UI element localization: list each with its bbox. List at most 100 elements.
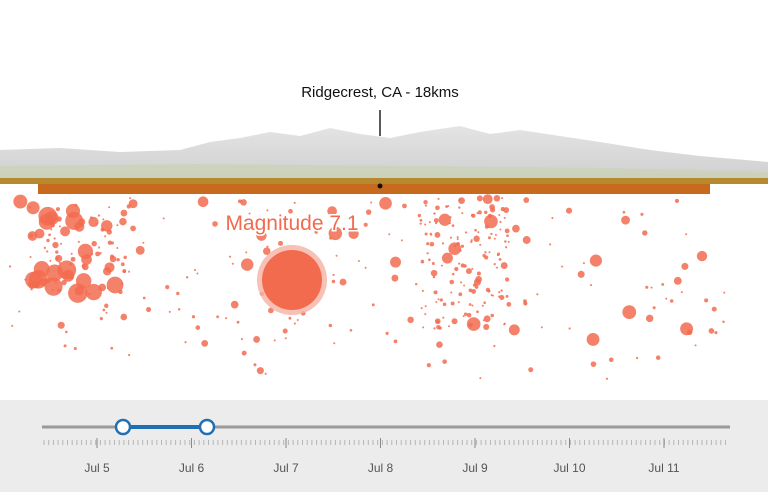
earthquake-dot (454, 266, 459, 272)
earthquake-dot (126, 204, 131, 209)
earthquake-dot (686, 329, 693, 336)
earthquake-dot (120, 209, 128, 217)
earthquake-dot (474, 285, 479, 289)
timeline-label: Jul 9 (462, 461, 488, 475)
ground-layer (0, 178, 768, 184)
earthquake-dot (424, 313, 427, 316)
earthquake-dot (442, 316, 445, 319)
earthquake-dot (453, 244, 457, 248)
earthquake-dot (241, 350, 247, 356)
earthquake-dot (723, 291, 726, 294)
earthquake-dot (104, 303, 109, 308)
earthquake-dot (681, 262, 689, 270)
earthquake-dot (482, 253, 486, 258)
earthquake-dot (97, 214, 101, 217)
earthquake-dot (328, 323, 333, 328)
earthquake-dot (482, 194, 493, 205)
earthquake-dot (230, 300, 239, 309)
earthquake-dot (436, 325, 441, 330)
earthquake-dot (479, 377, 482, 380)
earthquake-dot (65, 330, 68, 334)
earthquake-dot (191, 315, 196, 319)
earthquake-dot (436, 341, 443, 348)
earthquake-dot (468, 288, 473, 293)
earthquake-dot (95, 222, 98, 225)
earthquake-dot (440, 264, 443, 267)
earthquake-dot (293, 201, 296, 204)
earthquake-dot (102, 308, 106, 312)
earthquake-dot (499, 294, 505, 300)
earthquake-dot (470, 213, 474, 217)
earthquake-dot (256, 367, 264, 375)
earthquake-dot (46, 264, 64, 282)
earthquake-dot (522, 236, 531, 244)
earthquake-dot (429, 233, 433, 236)
earthquake-dot (77, 240, 80, 243)
earthquake-dot (586, 333, 600, 346)
earthquake-dot (388, 233, 391, 236)
earthquake-dot (458, 262, 461, 265)
earthquake-dot (540, 326, 543, 329)
earthquake-dot (475, 276, 483, 283)
earthquake-dot (650, 286, 653, 289)
earthquake-dot (441, 242, 445, 245)
earthquake-dot (484, 214, 498, 229)
earthquake-dot (56, 216, 62, 222)
earthquake-dot (422, 326, 425, 329)
earthquake-dot (435, 205, 440, 211)
earthquake-dot (490, 313, 494, 318)
earthquake-dot (466, 317, 481, 331)
earthquake-dot (476, 271, 481, 276)
earthquake-dot (442, 359, 447, 364)
earthquake-dot (487, 289, 491, 293)
range-start-handle[interactable] (114, 418, 132, 436)
earthquake-dot (451, 318, 458, 325)
earthquake-dot (335, 254, 338, 257)
earthquake-dot (590, 361, 597, 367)
earthquake-dot (493, 194, 501, 202)
earthquake-dot (438, 213, 451, 226)
earthquake-dot (505, 246, 508, 249)
earthquake-dot (449, 236, 453, 239)
timeline-labels: Jul 5 Jul 6 Jul 7 Jul 8 Jul 9 Jul 10 Jul 11 (84, 461, 680, 475)
earthquake-dot (370, 201, 373, 204)
earthquake-dot (590, 284, 593, 287)
earthquake-dot (561, 265, 564, 268)
earthquake-dot (371, 303, 375, 307)
earthquake-dot (185, 276, 189, 279)
earthquake-dot (424, 232, 428, 236)
earthquake-dot (195, 325, 201, 330)
earthquake-dot (61, 279, 67, 286)
earthquake-dot (48, 233, 51, 237)
earthquake-dot (582, 262, 585, 265)
earthquake-dot (268, 307, 274, 314)
earthquake-dot (253, 363, 257, 367)
earthquake-dot (197, 196, 209, 208)
earthquake-dot (565, 207, 573, 214)
earthquake-dot (293, 322, 296, 325)
earthquake-dot (468, 303, 472, 306)
earthquake-dot (493, 262, 496, 266)
earthquake-dot (33, 261, 50, 277)
earthquake-dot (65, 203, 81, 219)
earthquake-dot (493, 237, 496, 240)
earthquake-dot (426, 363, 431, 368)
earthquake-dot (496, 254, 499, 257)
earthquake-dot (608, 357, 614, 363)
range-end-handle[interactable] (198, 418, 216, 436)
earthquake-dot (390, 256, 402, 268)
earthquake-dot (434, 232, 441, 238)
earthquake-dot (194, 269, 197, 272)
earthquake-dot (379, 197, 392, 210)
earthquake-dot (680, 291, 683, 294)
earthquake-dot (402, 203, 407, 209)
earthquake-dot (60, 242, 63, 245)
earthquake-dot (142, 241, 145, 244)
earthquake-dot (498, 214, 501, 217)
earthquake-dot (442, 302, 447, 307)
earthquake-dot (493, 344, 496, 348)
earthquake-dot (333, 342, 336, 345)
earthquake-dot (461, 212, 464, 215)
earthquake-dot (426, 242, 430, 246)
earthquake-dot (284, 337, 287, 340)
